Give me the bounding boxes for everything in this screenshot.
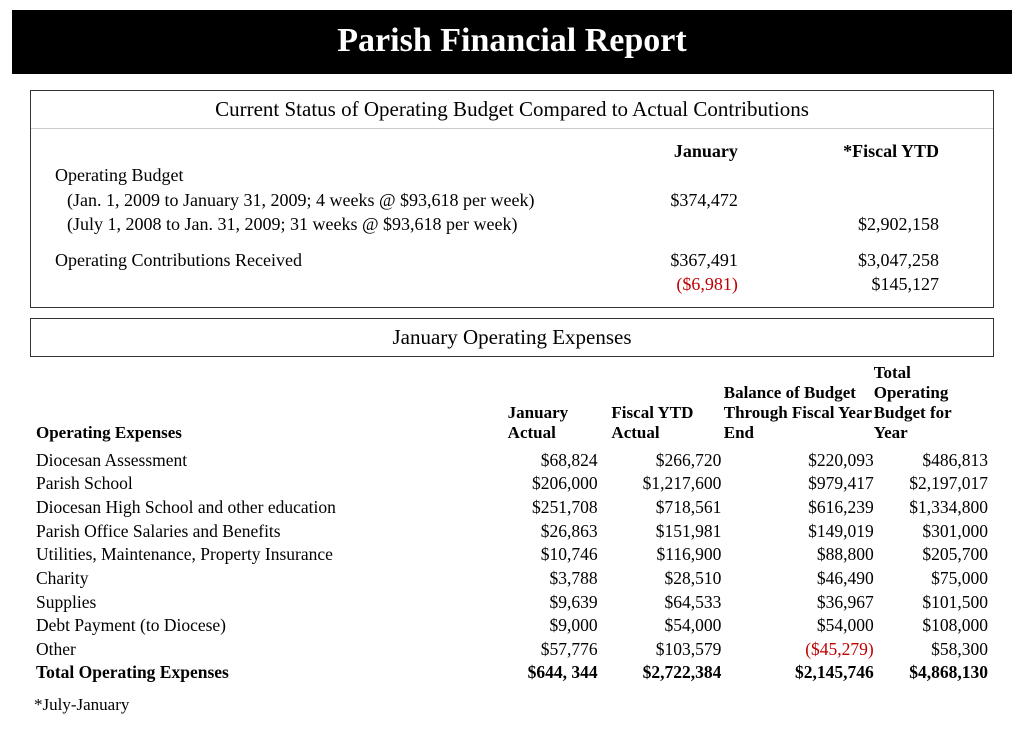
row-c1: $251,708	[474, 496, 598, 520]
row-label: Supplies	[36, 591, 474, 615]
row-c1: $68,824	[474, 449, 598, 473]
table-row: Debt Payment (to Diocese)$9,000$54,000$5…	[36, 614, 988, 638]
col-header-january: January	[567, 139, 768, 163]
row-label: Charity	[36, 567, 474, 591]
row-c1: $26,863	[474, 520, 598, 544]
row-c4: $108,000	[874, 614, 988, 638]
row-c4: $301,000	[874, 520, 988, 544]
row-c1: $9,639	[474, 591, 598, 615]
row-c3: $36,967	[721, 591, 873, 615]
row-c4: $2,197,017	[874, 472, 988, 496]
row-c3: $88,800	[721, 543, 873, 567]
budget-table: January *Fiscal YTD Operating Budget (Ja…	[55, 139, 969, 297]
table-row: Charity$3,788$28,510$46,490$75,000	[36, 567, 988, 591]
total-c2: $2,722,384	[598, 661, 722, 685]
contrib-label: Operating Contributions Received	[55, 248, 567, 272]
row-label: Diocesan Assessment	[36, 449, 474, 473]
row-c2: $103,579	[598, 638, 722, 662]
row-c1: $57,776	[474, 638, 598, 662]
expenses-table: Operating Expenses January Actual Fiscal…	[36, 363, 988, 685]
table-row: Parish Office Salaries and Benefits$26,8…	[36, 520, 988, 544]
row-c3: $149,019	[721, 520, 873, 544]
total-c1: $644, 344	[474, 661, 598, 685]
budget-line1-label: (Jan. 1, 2009 to January 31, 2009; 4 wee…	[55, 188, 567, 212]
row-label: Parish Office Salaries and Benefits	[36, 520, 474, 544]
contrib-ytd: $3,047,258	[768, 248, 969, 272]
row-label: Debt Payment (to Diocese)	[36, 614, 474, 638]
row-c4: $486,813	[874, 449, 988, 473]
row-c4: $58,300	[874, 638, 988, 662]
table-row: Diocesan High School and other education…	[36, 496, 988, 520]
expenses-title-box: January Operating Expenses	[30, 318, 994, 357]
total-c4: $4,868,130	[874, 661, 988, 685]
row-c3: $54,000	[721, 614, 873, 638]
row-c2: $266,720	[598, 449, 722, 473]
row-c1: $3,788	[474, 567, 598, 591]
total-c3: $2,145,746	[721, 661, 873, 685]
total-label: Total Operating Expenses	[36, 661, 474, 685]
expenses-section-title: January Operating Expenses	[31, 319, 993, 356]
row-c3: $979,417	[721, 472, 873, 496]
row-c3: $46,490	[721, 567, 873, 591]
diff-ytd: $145,127	[768, 272, 969, 296]
diff-jan: ($6,981)	[567, 272, 768, 296]
row-c3: $220,093	[721, 449, 873, 473]
row-c4: $75,000	[874, 567, 988, 591]
row-c1: $206,000	[474, 472, 598, 496]
row-c1: $10,746	[474, 543, 598, 567]
row-c2: $54,000	[598, 614, 722, 638]
expenses-section: Operating Expenses January Actual Fiscal…	[30, 357, 994, 685]
budget-section: Current Status of Operating Budget Compa…	[30, 90, 994, 308]
row-label: Diocesan High School and other education	[36, 496, 474, 520]
row-c3: $616,239	[721, 496, 873, 520]
budget-line2-label: (July 1, 2008 to Jan. 31, 2009; 31 weeks…	[55, 212, 567, 236]
row-c4: $101,500	[874, 591, 988, 615]
row-label: Parish School	[36, 472, 474, 496]
row-c2: $64,533	[598, 591, 722, 615]
contrib-jan: $367,491	[567, 248, 768, 272]
exp-col1: January Actual	[474, 363, 598, 449]
table-row: Utilities, Maintenance, Property Insuran…	[36, 543, 988, 567]
footnote: *July-January	[34, 695, 994, 715]
budget-line1-jan: $374,472	[567, 188, 768, 212]
row-c2: $28,510	[598, 567, 722, 591]
total-row: Total Operating Expenses $644, 344 $2,72…	[36, 661, 988, 685]
row-label: Utilities, Maintenance, Property Insuran…	[36, 543, 474, 567]
exp-col3: Balance of Budget Through Fiscal Year En…	[721, 363, 873, 449]
row-c2: $718,561	[598, 496, 722, 520]
row-c2: $151,981	[598, 520, 722, 544]
table-row: Other$57,776$103,579($45,279)$58,300	[36, 638, 988, 662]
col-header-ytd: *Fiscal YTD	[768, 139, 969, 163]
row-c4: $205,700	[874, 543, 988, 567]
exp-heading: Operating Expenses	[36, 363, 474, 449]
budget-heading: Operating Budget	[55, 163, 567, 187]
budget-section-title: Current Status of Operating Budget Compa…	[31, 91, 993, 129]
table-row: Diocesan Assessment$68,824$266,720$220,0…	[36, 449, 988, 473]
row-c4: $1,334,800	[874, 496, 988, 520]
row-c1: $9,000	[474, 614, 598, 638]
table-row: Supplies$9,639$64,533$36,967$101,500	[36, 591, 988, 615]
row-c2: $116,900	[598, 543, 722, 567]
row-label: Other	[36, 638, 474, 662]
table-row: Parish School$206,000$1,217,600$979,417$…	[36, 472, 988, 496]
budget-line2-ytd: $2,902,158	[768, 212, 969, 236]
row-c3: ($45,279)	[721, 638, 873, 662]
exp-col2: Fiscal YTD Actual	[598, 363, 722, 449]
exp-col4: Total Operating Budget for Year	[874, 363, 988, 449]
page-title: Parish Financial Report	[12, 10, 1012, 74]
row-c2: $1,217,600	[598, 472, 722, 496]
